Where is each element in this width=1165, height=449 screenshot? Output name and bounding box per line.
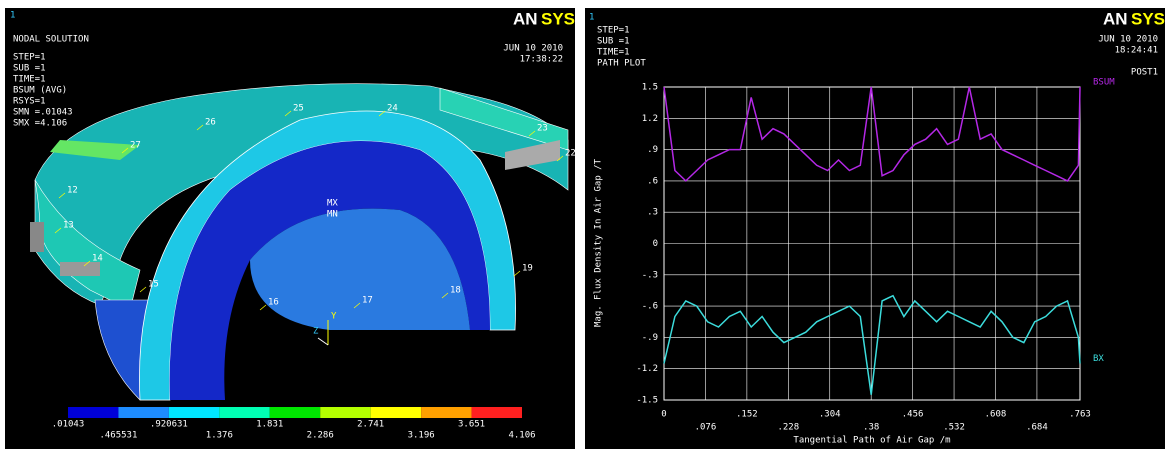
x-tick-label: .608: [985, 410, 1007, 420]
colorbar-swatch: [421, 407, 471, 418]
node-label: 25: [293, 104, 304, 114]
node-label: 12: [67, 186, 78, 196]
window-number: 1: [589, 13, 594, 23]
colorbar-swatch: [320, 407, 370, 418]
colorbar-swatch: [118, 407, 168, 418]
info-line: BSUM (AVG): [13, 86, 67, 96]
colorbar-swatch: [472, 407, 522, 418]
y-tick-label: 1.5: [642, 83, 658, 93]
node-label: 18: [450, 286, 461, 296]
right-panel-bg: [585, 8, 1165, 449]
x-tick-label: .076: [695, 423, 717, 433]
node-label: 26: [205, 118, 216, 128]
date: JUN 10 2010: [503, 44, 563, 54]
node-label: 15: [148, 280, 159, 290]
x-tick-label: .228: [777, 423, 799, 433]
y-tick-label: -1.2: [636, 364, 658, 374]
y-tick-label: -1.5: [636, 396, 658, 406]
info-line: SMN =.01043: [13, 108, 73, 118]
x-tick-label: .763: [1069, 410, 1091, 420]
info-line: TIME=1: [13, 75, 46, 85]
colorbar-label: 2.741: [357, 420, 384, 430]
x-tick-label: .38: [863, 423, 879, 433]
colorbar-label: .01043: [52, 420, 85, 430]
logo: SYS: [541, 9, 575, 28]
colorbar-swatch: [270, 407, 320, 418]
y-tick-label: .3: [647, 208, 658, 218]
axis-label: Y: [331, 312, 337, 322]
max-label: MX: [327, 199, 338, 209]
y-tick-label: -.6: [642, 302, 658, 312]
x-tick-label: .456: [902, 410, 924, 420]
node-label: 22: [565, 149, 576, 159]
info-line: STEP=1: [13, 53, 46, 63]
node-label: 23: [537, 124, 548, 134]
program: POST1: [1131, 68, 1158, 78]
x-tick-label: .304: [819, 410, 841, 420]
x-tick-label: .152: [736, 410, 758, 420]
date: JUN 10 2010: [1098, 35, 1158, 45]
colorbar-swatch: [371, 407, 421, 418]
y-tick-label: .6: [647, 176, 658, 186]
colorbar-label: 4.106: [508, 431, 535, 441]
node-label: 14: [92, 254, 103, 264]
y-axis-label: Mag. Flux Density In Air Gap /T: [594, 158, 604, 327]
colorbar-label: 1.831: [256, 420, 283, 430]
node-label: 13: [63, 221, 74, 231]
logo: AN: [1103, 9, 1128, 28]
window-number: 1: [10, 11, 15, 21]
colorbar-label: 1.376: [206, 431, 233, 441]
y-tick-label: -.9: [642, 333, 658, 343]
info-line: STEP=1: [597, 26, 630, 36]
series-label: BX: [1093, 354, 1104, 364]
series-label: BSUM: [1093, 78, 1115, 88]
x-axis-label: Tangential Path of Air Gap /m: [793, 436, 950, 446]
colorbar-label: 2.286: [307, 431, 334, 441]
colorbar-swatch: [169, 407, 219, 418]
y-tick-label: 0: [653, 239, 658, 249]
x-tick-label: 0: [661, 410, 666, 420]
y-tick-label: 1.2: [642, 114, 658, 124]
info-line: SUB =1: [13, 64, 46, 74]
colorbar-label: .920631: [150, 420, 188, 430]
logo: SYS: [1131, 9, 1165, 28]
info-line: SUB =1: [597, 37, 630, 47]
colorbar-label: .465531: [99, 431, 137, 441]
plot-title: NODAL SOLUTION: [13, 35, 89, 45]
node-label: 16: [268, 298, 279, 308]
colorbar-swatch: [68, 407, 118, 418]
info-line: SMX =4.106: [13, 119, 67, 129]
colorbar-label: 3.651: [458, 420, 485, 430]
info-line: RSYS=1: [13, 97, 46, 107]
node-label: 17: [362, 296, 373, 306]
y-tick-label: .9: [647, 145, 658, 155]
colorbar-label: 3.196: [408, 431, 435, 441]
node-label: 19: [522, 264, 533, 274]
node-label: 24: [387, 104, 398, 114]
page: 1 NODAL SOLUTION AN SYS JUN 10 2010 17:3…: [0, 0, 1165, 449]
x-tick-label: .684: [1026, 423, 1048, 433]
node-label: 27: [130, 141, 141, 151]
info-line: PATH PLOT: [597, 59, 646, 69]
colorbar-swatch: [219, 407, 269, 418]
logo: AN: [513, 9, 538, 28]
time: 17:38:22: [520, 55, 563, 65]
screen: 1 NODAL SOLUTION AN SYS JUN 10 2010 17:3…: [0, 0, 1165, 449]
y-tick-label: -.3: [642, 270, 658, 280]
x-tick-label: .532: [943, 423, 965, 433]
info-line: TIME=1: [597, 48, 630, 58]
time: 18:24:41: [1115, 46, 1158, 56]
min-label: MN: [327, 210, 338, 220]
axis-label: Z: [313, 327, 319, 337]
